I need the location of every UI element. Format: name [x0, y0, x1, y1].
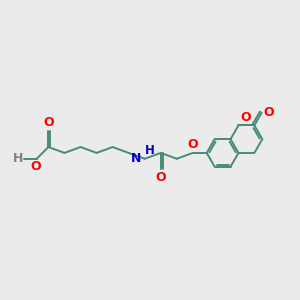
Text: H: H: [144, 144, 154, 157]
Text: O: O: [155, 171, 166, 184]
Text: N: N: [131, 152, 141, 165]
Text: H: H: [13, 152, 23, 165]
Text: O: O: [188, 138, 198, 151]
Text: O: O: [30, 160, 41, 173]
Text: O: O: [240, 111, 251, 124]
Text: O: O: [43, 116, 54, 129]
Text: O: O: [263, 106, 274, 119]
